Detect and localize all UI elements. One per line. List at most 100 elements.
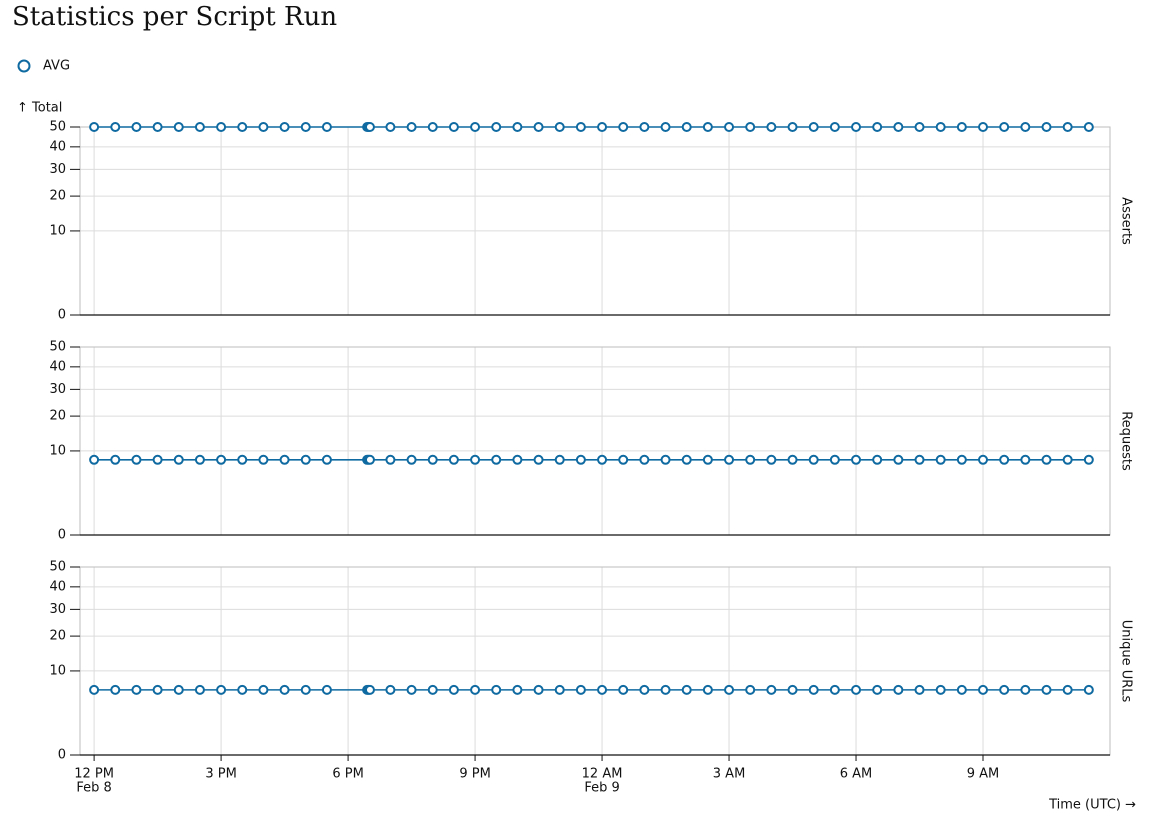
y-tick-label: 20 [49, 189, 66, 204]
data-point [618, 684, 629, 695]
data-point [724, 122, 735, 132]
y-tick-label: 10 [49, 663, 66, 678]
data-point [829, 684, 840, 695]
data-point [131, 454, 142, 465]
y-tick-label: 40 [49, 579, 66, 594]
data-point [1041, 684, 1052, 695]
data-point [851, 454, 862, 465]
data-point [681, 454, 692, 465]
data-point [935, 684, 946, 695]
y-tick-label: 10 [49, 443, 66, 458]
panel-frame [79, 566, 1111, 756]
data-point [491, 122, 502, 132]
data-point [300, 122, 311, 132]
y-tick-label: 50 [49, 560, 66, 575]
facet-label: Asserts [1119, 197, 1134, 245]
y-axis-label: ↑ Total [17, 101, 62, 116]
data-point [279, 122, 290, 132]
data-point [300, 454, 311, 465]
data-point [1041, 454, 1052, 465]
data-point [448, 122, 459, 132]
data-point [808, 454, 819, 465]
data-point [427, 454, 438, 465]
data-point [110, 122, 121, 132]
data-point [787, 122, 798, 132]
data-point [1020, 454, 1031, 465]
data-point [554, 122, 565, 132]
data-point [724, 684, 735, 695]
data-point [575, 122, 586, 132]
x-axis-label: Time (UTC) → [1048, 798, 1136, 813]
data-point [385, 122, 396, 132]
data-point [448, 684, 459, 695]
data-point [1083, 454, 1094, 465]
data-point [300, 684, 311, 695]
data-point [110, 684, 121, 695]
data-point [851, 684, 862, 695]
y-tick-label: 40 [49, 139, 66, 154]
data-point [364, 454, 375, 465]
data-point [829, 454, 840, 465]
data-point [1020, 684, 1031, 695]
y-tick-label: 0 [58, 528, 66, 543]
data-point [279, 684, 290, 695]
data-point [999, 122, 1010, 132]
data-point [618, 122, 629, 132]
data-point [237, 684, 248, 695]
data-point [470, 684, 481, 695]
data-point [321, 454, 332, 465]
x-tick-label: 3 PM [205, 767, 236, 782]
chart-title: Statistics per Script Run [12, 2, 337, 32]
data-point [321, 122, 332, 132]
data-point [787, 684, 798, 695]
data-point [575, 454, 586, 465]
data-point [639, 684, 650, 695]
data-point [152, 684, 163, 695]
data-point [406, 684, 417, 695]
data-point [89, 122, 100, 132]
data-point [89, 684, 100, 695]
data-point [893, 122, 904, 132]
data-point [808, 122, 819, 132]
data-point [681, 684, 692, 695]
x-tick-label: 9 AM [967, 767, 1000, 782]
data-point [935, 454, 946, 465]
x-tick-label: 12 PM [74, 767, 114, 782]
data-point [533, 684, 544, 695]
data-point [702, 684, 713, 695]
data-point [533, 454, 544, 465]
data-point [385, 684, 396, 695]
data-point [872, 454, 883, 465]
data-point [470, 454, 481, 465]
x-tick-label: 6 PM [332, 767, 363, 782]
data-point [999, 454, 1010, 465]
y-tick-label: 40 [49, 359, 66, 374]
data-point [639, 454, 650, 465]
data-point [702, 454, 713, 465]
data-point [914, 454, 925, 465]
x-tick-label: 12 AM [582, 767, 623, 782]
data-point [935, 122, 946, 132]
y-tick-label: 20 [49, 629, 66, 644]
data-point [681, 122, 692, 132]
data-point [512, 122, 523, 132]
data-point [216, 122, 227, 132]
data-point [808, 684, 819, 695]
data-point [89, 454, 100, 465]
data-point [829, 122, 840, 132]
data-point [131, 684, 142, 695]
data-point [1083, 684, 1094, 695]
data-point [237, 122, 248, 132]
data-point [893, 454, 904, 465]
data-point [978, 122, 989, 132]
data-point [745, 454, 756, 465]
data-point [978, 454, 989, 465]
data-point [766, 454, 777, 465]
y-tick-label: 30 [49, 382, 66, 397]
data-point [766, 684, 777, 695]
data-point [194, 122, 205, 132]
data-point [618, 454, 629, 465]
data-point [745, 684, 756, 695]
data-point [110, 454, 121, 465]
data-point [152, 454, 163, 465]
